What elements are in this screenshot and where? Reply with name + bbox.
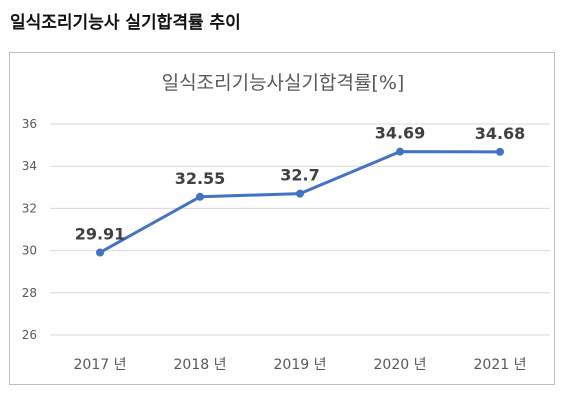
data-labels: 29.91 32.55 32.7 34.69 34.68 xyxy=(75,124,526,244)
data-label: 32.55 xyxy=(175,169,226,188)
y-tick-label: 26 xyxy=(22,328,37,342)
data-label: 32.7 xyxy=(280,166,319,185)
y-tick-label: 30 xyxy=(22,244,37,258)
data-point xyxy=(196,192,204,201)
x-axis-tick-labels: 2017 년 2018 년 2019 년 2020 년 2021 년 xyxy=(74,357,527,373)
line-chart: 일식조리기능사실기합격률[%] 26 28 30 32 34 36 2017 년 2018 … xyxy=(22,72,550,373)
x-tick-label: 2019 년 xyxy=(274,357,327,373)
data-point xyxy=(396,147,404,156)
data-point xyxy=(96,248,104,257)
page-title: 일식조리기능사 실기합격률 추이 xyxy=(10,13,241,33)
x-tick-label: 2017 년 xyxy=(74,357,127,373)
data-label: 34.68 xyxy=(475,124,526,143)
y-tick-label: 32 xyxy=(22,201,37,215)
series-layer xyxy=(96,147,504,257)
chart-title: 일식조리기능사실기합격률[%] xyxy=(162,72,405,94)
x-tick-label: 2021 년 xyxy=(474,357,527,373)
x-tick-label: 2020 년 xyxy=(374,357,427,373)
data-point xyxy=(296,189,304,198)
y-tick-label: 28 xyxy=(22,286,37,300)
x-tick-label: 2018 년 xyxy=(174,357,227,373)
data-point xyxy=(496,147,504,156)
y-tick-label: 36 xyxy=(22,117,37,131)
gridlines xyxy=(50,123,550,336)
data-label: 29.91 xyxy=(75,224,126,243)
y-axis-tick-labels: 26 28 30 32 34 36 xyxy=(22,117,37,342)
chart-frame: 일식조리기능사실기합격률[%] 26 28 30 32 34 36 2017 년 2018 … xyxy=(9,52,555,385)
data-label: 34.69 xyxy=(375,124,426,143)
y-tick-label: 34 xyxy=(22,159,37,173)
